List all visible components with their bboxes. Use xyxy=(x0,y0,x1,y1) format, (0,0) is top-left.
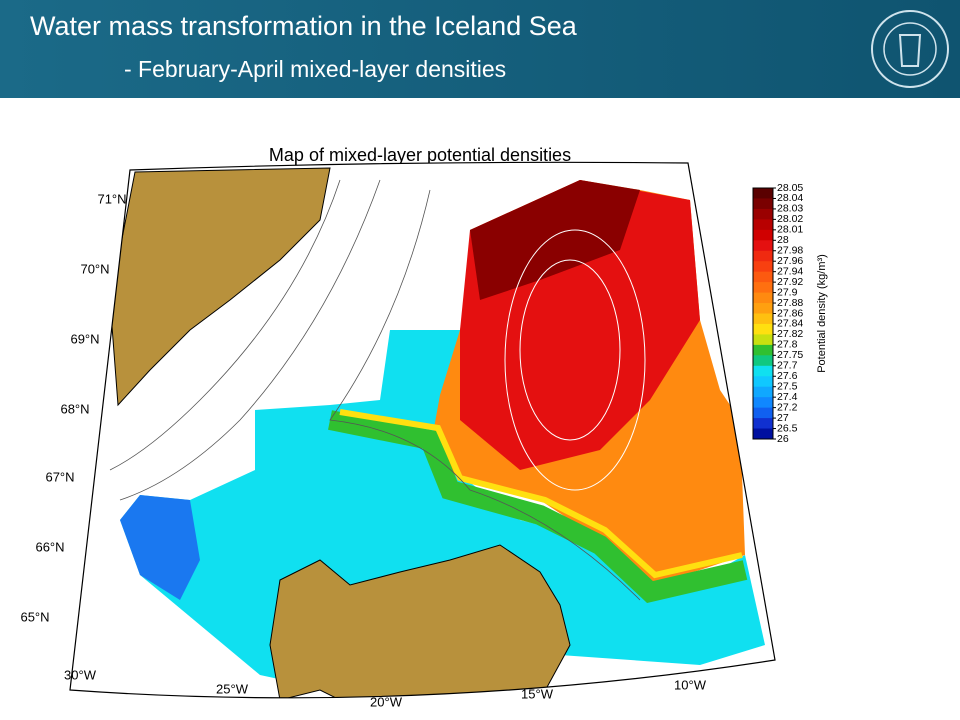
colorbar-tick-label: 28.01 xyxy=(777,224,803,236)
lon-label: 10°W xyxy=(674,677,707,692)
colorbar-bin xyxy=(753,229,773,241)
map-frame xyxy=(69,161,776,699)
colorbar-tick-label: 27 xyxy=(777,412,789,424)
lat-label: 66°N xyxy=(35,539,64,554)
lat-label: 67°N xyxy=(45,469,74,484)
lat-label: 65°N xyxy=(20,609,49,624)
axis-labels: 71°N 70°N 69°N 68°N 67°N 66°N 65°N 30°W 25°W 20°W… xyxy=(20,191,706,709)
colorbar-tick-label: 27.82 xyxy=(777,328,803,340)
lon-label: 15°W xyxy=(521,686,554,701)
density-highest xyxy=(470,180,640,300)
header-title: Water mass transformation in the Iceland… xyxy=(30,11,578,41)
colorbar-tick-label: 27.2 xyxy=(777,401,798,413)
colorbar-tick-label: 27.84 xyxy=(777,318,803,330)
lat-label: 68°N xyxy=(60,401,89,416)
colorbar-tick-label: 27.75 xyxy=(777,349,803,361)
colorbar-bin xyxy=(753,292,773,304)
colorbar-tick-label: 27.6 xyxy=(777,370,798,382)
density-lowest xyxy=(120,495,200,600)
colorbar-bin xyxy=(753,261,773,273)
colorbar-tick-label: 26.5 xyxy=(777,422,798,434)
colorbar-bin xyxy=(753,334,773,346)
greenland xyxy=(109,167,331,407)
colorbar-tick-label: 27.86 xyxy=(777,307,803,319)
colorbar-bin xyxy=(753,313,773,325)
bathymetry-contours xyxy=(109,179,641,601)
colorbar-bin xyxy=(753,344,773,356)
colorbar-bin xyxy=(753,303,773,314)
lat-label: 71°N xyxy=(97,191,126,206)
lon-label: 25°W xyxy=(216,681,249,696)
logo xyxy=(871,10,949,88)
colorbar-tick-label: 27.96 xyxy=(777,255,803,267)
colorbar-bin xyxy=(753,188,773,199)
colorbar-tick-label: 28 xyxy=(777,234,789,246)
lon-label: 20°W xyxy=(370,694,403,709)
colorbar-tick-label: 26 xyxy=(777,433,789,445)
map-area xyxy=(70,162,775,698)
colorbar-bin xyxy=(753,407,773,419)
colorbar-tick-label: 27.98 xyxy=(777,245,803,257)
colorbar-bin xyxy=(753,428,773,440)
colorbar-tick-label: 27.9 xyxy=(777,286,798,298)
header-band xyxy=(0,0,960,98)
density-contours xyxy=(504,229,646,491)
colorbar-bin xyxy=(753,386,773,398)
colorbar-bin xyxy=(753,240,773,252)
colorbar: 28.0528.0428.0328.0228.012827.9827.9627.… xyxy=(752,182,828,445)
colorbar-bin xyxy=(753,397,773,409)
colorbar-tick-label: 28.04 xyxy=(777,192,803,204)
colorbar-bin xyxy=(753,355,773,367)
lat-label: 70°N xyxy=(80,261,109,276)
colorbar-tick-label: 27.94 xyxy=(777,265,803,277)
colorbar-bin xyxy=(753,365,773,377)
header-subtitle: - February-April mixed-layer densities xyxy=(124,56,506,82)
colorbar-bin xyxy=(753,219,773,231)
colorbar-bin xyxy=(753,376,773,388)
colorbar-tick-label: 28.05 xyxy=(777,182,803,194)
density-front-yellow xyxy=(339,409,743,579)
colorbar-tick-label: 27.88 xyxy=(777,297,803,309)
colorbar-bin xyxy=(753,323,773,335)
lon-label: 30°W xyxy=(64,667,97,682)
colorbar-tick-label: 27.4 xyxy=(777,391,798,403)
colorbar-bin xyxy=(753,250,773,262)
colorbar-bin xyxy=(753,418,773,430)
iceland xyxy=(269,544,571,698)
density-front xyxy=(328,410,748,603)
colorbar-bin xyxy=(753,198,773,210)
colorbar-label: Potential density (kg/m³) xyxy=(816,254,828,373)
map-title: Map of mixed-layer potential densities xyxy=(269,145,571,165)
colorbar-tick-label: 27.7 xyxy=(777,360,798,372)
colorbar-bin xyxy=(753,271,773,283)
lat-label: 69°N xyxy=(70,331,99,346)
colorbar-tick-label: 27.5 xyxy=(777,380,798,392)
colorbar-tick-label: 27.92 xyxy=(777,276,803,288)
colorbar-tick-label: 28.03 xyxy=(777,203,803,215)
colorbar-bin xyxy=(753,282,773,294)
colorbar-tick-label: 27.8 xyxy=(777,339,798,351)
colorbar-tick-label: 28.02 xyxy=(777,213,803,225)
colorbar-bin xyxy=(753,208,773,220)
